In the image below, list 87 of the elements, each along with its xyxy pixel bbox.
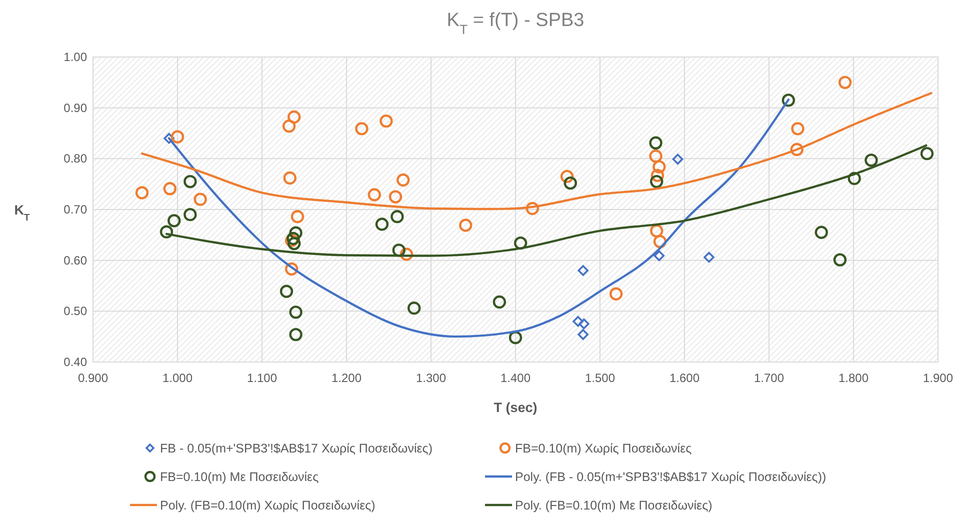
point xyxy=(814,226,828,239)
y-tick-label: 0.60 xyxy=(64,253,88,268)
legend-label: FB=0.10(m) Χωρίς Ποσειδωνίες xyxy=(515,442,692,456)
x-tick-label: 1.000 xyxy=(162,371,193,385)
point xyxy=(920,146,934,160)
point xyxy=(848,172,861,186)
x-tick-label: 1.800 xyxy=(838,371,869,385)
point xyxy=(380,114,393,128)
y-axis-title: K$_{T}$ xyxy=(14,202,30,223)
point xyxy=(283,171,296,185)
point xyxy=(288,236,301,250)
point xyxy=(564,176,578,190)
point xyxy=(838,76,852,90)
point xyxy=(492,295,506,309)
point xyxy=(160,225,174,238)
point xyxy=(652,160,666,174)
point xyxy=(390,210,404,224)
point xyxy=(650,224,664,238)
point xyxy=(184,208,197,222)
point xyxy=(396,173,410,187)
y-tick-label: 0.80 xyxy=(64,152,88,166)
point xyxy=(194,192,207,206)
point xyxy=(864,154,878,167)
legend-label: FB - 0.05(m+'SPB3'!$AB$17 Χωρίς Ποσειδωνίες) xyxy=(160,442,432,456)
point xyxy=(284,262,298,276)
x-tick-label: 1.300 xyxy=(416,371,446,385)
point xyxy=(578,265,588,276)
point xyxy=(791,122,804,136)
point xyxy=(572,316,584,327)
point xyxy=(400,248,414,261)
point xyxy=(290,210,304,224)
point xyxy=(135,186,149,200)
point xyxy=(526,202,539,216)
x-tick-label: 0.900 xyxy=(78,371,108,385)
point xyxy=(650,168,664,182)
point xyxy=(184,174,197,188)
point xyxy=(653,234,667,248)
point xyxy=(368,188,381,202)
point xyxy=(289,306,302,319)
x-tick-label: 1.600 xyxy=(669,371,700,385)
point xyxy=(514,236,528,250)
point xyxy=(560,170,574,184)
x-tick-label: 1.900 xyxy=(922,371,954,385)
point xyxy=(649,150,662,163)
y-tick-label: 1.00 xyxy=(64,50,88,64)
legend-label: FB=0.10(m) Με Ποσειδωνίες xyxy=(160,470,319,484)
point xyxy=(289,226,302,240)
point xyxy=(375,218,389,231)
x-tick-label: 1.400 xyxy=(500,371,531,385)
point xyxy=(459,218,472,232)
point xyxy=(164,132,174,144)
y-tick-label: 0.70 xyxy=(64,202,88,216)
point xyxy=(163,182,176,196)
point xyxy=(609,287,623,300)
point xyxy=(289,328,302,342)
point xyxy=(288,110,301,124)
point xyxy=(782,94,796,107)
y-tick-label: 0.50 xyxy=(64,304,88,318)
x-tick-label: 1.500 xyxy=(584,371,616,385)
point xyxy=(672,154,684,165)
legend-label: Poly. (FB=0.10(m) Με Ποσειδωνίες) xyxy=(515,498,712,512)
y-tick-label: 0.90 xyxy=(64,100,88,115)
point xyxy=(578,329,588,340)
point xyxy=(392,244,406,257)
x-axis-title: T (sec) xyxy=(494,400,538,415)
point xyxy=(388,190,402,204)
point xyxy=(578,318,590,330)
point xyxy=(650,174,664,188)
x-tick-label: 1.100 xyxy=(246,371,278,385)
point xyxy=(508,331,522,344)
x-tick-label: 1.700 xyxy=(754,371,784,385)
point xyxy=(170,130,184,144)
point xyxy=(649,136,662,150)
legend-label: Poly. (FB=0.10(m) Χωρίς Ποσειδωνίες) xyxy=(160,498,376,512)
point xyxy=(790,142,804,156)
point xyxy=(355,122,368,136)
x-tick-label: 1.200 xyxy=(331,371,362,385)
point xyxy=(408,302,421,315)
point xyxy=(280,284,294,298)
point xyxy=(168,214,181,228)
point xyxy=(282,120,296,133)
point xyxy=(833,253,847,266)
legend-label: Poly. (FB - 0.05(m+'SPB3'!$AB$17 Χωρίς Ποσειδωνίες)) xyxy=(515,470,826,484)
chart-title: K$_{T}$ = f(T) - SPB3 xyxy=(446,10,584,36)
point xyxy=(654,250,665,262)
point xyxy=(704,252,714,263)
y-tick-label: 0.40 xyxy=(64,355,88,369)
